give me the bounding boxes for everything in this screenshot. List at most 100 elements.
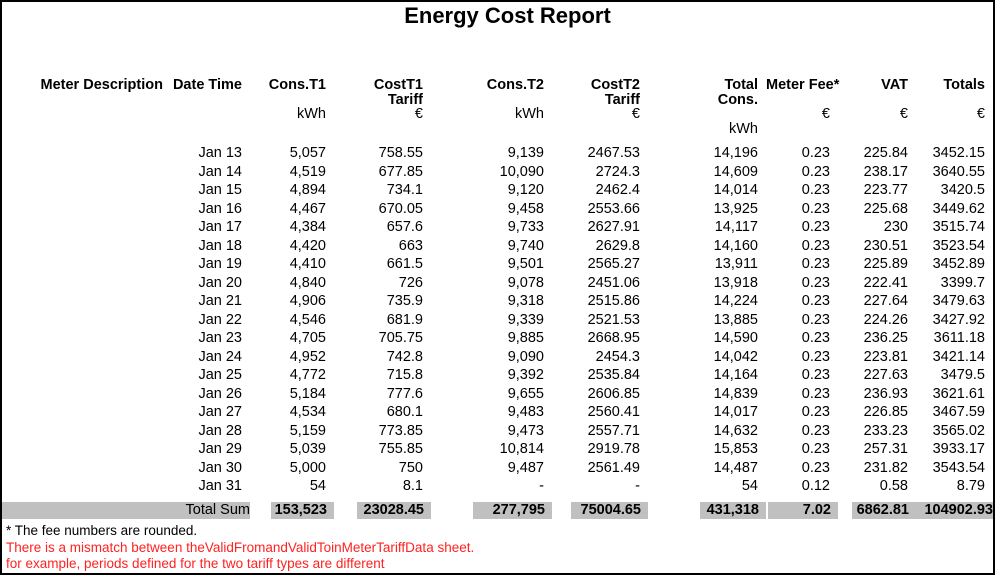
cell-cons-t2: 9,733 [507, 219, 544, 235]
header-meter-fee-line2 [766, 93, 838, 108]
cell-total-cons: 14,609 [713, 163, 758, 180]
fee-footnote: * The fee numbers are rounded. [6, 523, 198, 538]
cell-vat: 224.26 [863, 311, 908, 328]
total-sum-label-cell: Total Sum [2, 501, 250, 520]
cell-totals: 8.79 [956, 478, 985, 494]
cell-cost-t1-tariff: 663 [398, 237, 423, 254]
table-row: Jan 22 4,546 681.9 9,339 2521.53 13,885 0.23 22… [2, 311, 993, 330]
cell-date-time: Jan 25 [198, 367, 242, 383]
energy-cost-table: Meter Description Date Time Cons.T1 CostT1 C… [2, 78, 993, 519]
total-sum-label: Total Sum [2, 501, 250, 519]
cell-cons-t2: 9,392 [507, 367, 544, 383]
cell-meter-description [2, 163, 171, 182]
cell-date-time: Jan 14 [198, 163, 242, 180]
cell-cost-t2-tariff: 2606.85 [587, 385, 640, 402]
header-cons-t1-line4 [250, 122, 334, 137]
header-total-cons-line1: Total [724, 77, 758, 93]
cell-meter-fee: 0.23 [801, 441, 830, 457]
cell-total-cons: 14,042 [713, 348, 758, 365]
cell-meter-description [2, 348, 171, 367]
table-row: Jan 26 5,184 777.6 9,655 2606.85 14,839 0.23 23… [2, 385, 993, 404]
cell-totals: 3543.54 [932, 459, 985, 476]
cell-meter-description [2, 477, 171, 496]
cell-meter-description [2, 218, 171, 237]
table-row: Jan 28 5,159 773.85 9,473 2557.71 14,632 0.23 2… [2, 422, 993, 441]
table-row: Jan 29 5,039 755.85 10,814 2919.78 15,853 0.23… [2, 440, 993, 459]
total-cons-t1-value: 153,523 [271, 501, 334, 519]
header-cost-t1-tariff-line3: € [414, 106, 423, 122]
total-vat: 6862.81 [838, 501, 916, 520]
cell-date-time: Jan 26 [198, 385, 242, 402]
cell-cons-t2: 10,814 [499, 441, 544, 457]
cell-totals: 3479.63 [932, 293, 985, 309]
table-row: Jan 30 5,000 750 9,487 2561.49 14,487 0.23 231.… [2, 459, 993, 478]
cell-cost-t1-tariff: 680.1 [386, 404, 423, 420]
cell-cost-t2-tariff: 2724.3 [595, 163, 640, 180]
cell-meter-description [2, 255, 171, 274]
table-total-section: Total Sum 153,523 23028.45 277,795 75004.65 4… [2, 496, 993, 520]
cell-cons-t2: 9,120 [507, 182, 544, 198]
cell-cons-t1: 4,952 [289, 348, 326, 365]
cell-total-cons: 14,117 [714, 219, 758, 235]
header-date-time-line4 [171, 122, 250, 137]
cell-vat: 225.89 [863, 256, 908, 272]
cell-total-cons: 14,164 [713, 367, 758, 383]
cell-vat: 223.81 [863, 348, 908, 365]
cell-vat: 236.25 [863, 330, 908, 346]
cell-date-time: Jan 29 [198, 441, 242, 457]
cell-totals: 3452.15 [932, 145, 985, 161]
cell-cons-t1: 4,906 [289, 293, 326, 309]
header-line-4: kWh [2, 121, 993, 137]
cell-vat: 227.63 [863, 367, 908, 383]
header-totals-line1: Totals [943, 77, 985, 93]
cell-meter-fee: 0.23 [801, 404, 830, 420]
header-total-cons-line3 [648, 107, 766, 122]
cell-cost-t2-tariff: 2629.8 [595, 237, 640, 254]
header-cost-t2-tariff-line3: € [631, 106, 640, 122]
cell-cons-t1: 4,772 [289, 367, 326, 383]
total-cost-t1-tariff: 23028.45 [334, 501, 431, 520]
cell-total-cons: 14,224 [713, 293, 758, 309]
cell-meter-description [2, 422, 171, 441]
cell-date-time: Jan 16 [198, 200, 242, 217]
page-title: Energy Cost Report [404, 3, 611, 28]
total-totals-value: 104902.93 [916, 501, 993, 519]
table-row: Jan 20 4,840 726 9,078 2451.06 13,918 0.23 222.… [2, 274, 993, 293]
table-row: Jan 31 54 8.1 - - 54 0.12 0.58 8.79 [2, 477, 993, 496]
header-date-time-line1: Date Time [172, 77, 242, 93]
cell-date-time: Jan 24 [198, 348, 242, 365]
cell-cons-t2: 9,885 [507, 330, 544, 346]
cell-cost-t2-tariff: 2553.66 [587, 200, 640, 217]
table-row: Jan 17 4,384 657.6 9,733 2627.91 14,117 0.23 23… [2, 218, 993, 237]
cell-meter-fee: 0.12 [801, 478, 830, 494]
header-cost-t1-tariff-line4 [334, 122, 431, 137]
cell-meter-description [2, 200, 171, 219]
cell-cons-t1: 4,420 [289, 237, 326, 254]
cell-meter-fee: 0.23 [801, 256, 830, 272]
cell-totals: 3399.7 [940, 274, 985, 291]
cell-meter-fee: 0.23 [801, 348, 830, 365]
cell-meter-fee: 0.23 [801, 330, 830, 346]
cell-cons-t2: 9,740 [507, 237, 544, 254]
cell-cost-t2-tariff: 2560.41 [587, 404, 640, 420]
footnotes: * The fee numbers are rounded. There is … [6, 523, 474, 573]
cell-cons-t1: 4,519 [289, 163, 326, 180]
cell-date-time: Jan 13 [198, 145, 242, 161]
cell-cons-t1: 54 [309, 478, 326, 494]
cell-totals: 3427.92 [932, 311, 985, 328]
cell-cost-t2-tariff: - [635, 478, 640, 494]
header-date-time-line2 [171, 93, 250, 108]
total-cons-t1: 153,523 [250, 501, 334, 520]
total-meter-fee: 7.02 [766, 501, 838, 520]
header-line-1: Meter Description Date Time Cons.T1 CostT1 C… [2, 78, 993, 93]
cell-cost-t2-tariff: 2557.71 [587, 422, 640, 439]
table-row: Jan 23 4,705 705.75 9,885 2668.95 14,590 0.23 2… [2, 329, 993, 348]
cell-totals: 3467.59 [932, 404, 985, 420]
header-cons-t2-line1: Cons.T2 [486, 77, 544, 93]
cell-cost-t1-tariff: 758.55 [378, 145, 423, 161]
total-total-cons: 431,318 [648, 501, 766, 520]
cell-meter-description [2, 311, 171, 330]
header-meter-description-line2 [2, 93, 171, 108]
header-vat-line1: VAT [881, 77, 908, 93]
table-row: Jan 18 4,420 663 9,740 2629.8 14,160 0.23 230.5… [2, 237, 993, 256]
